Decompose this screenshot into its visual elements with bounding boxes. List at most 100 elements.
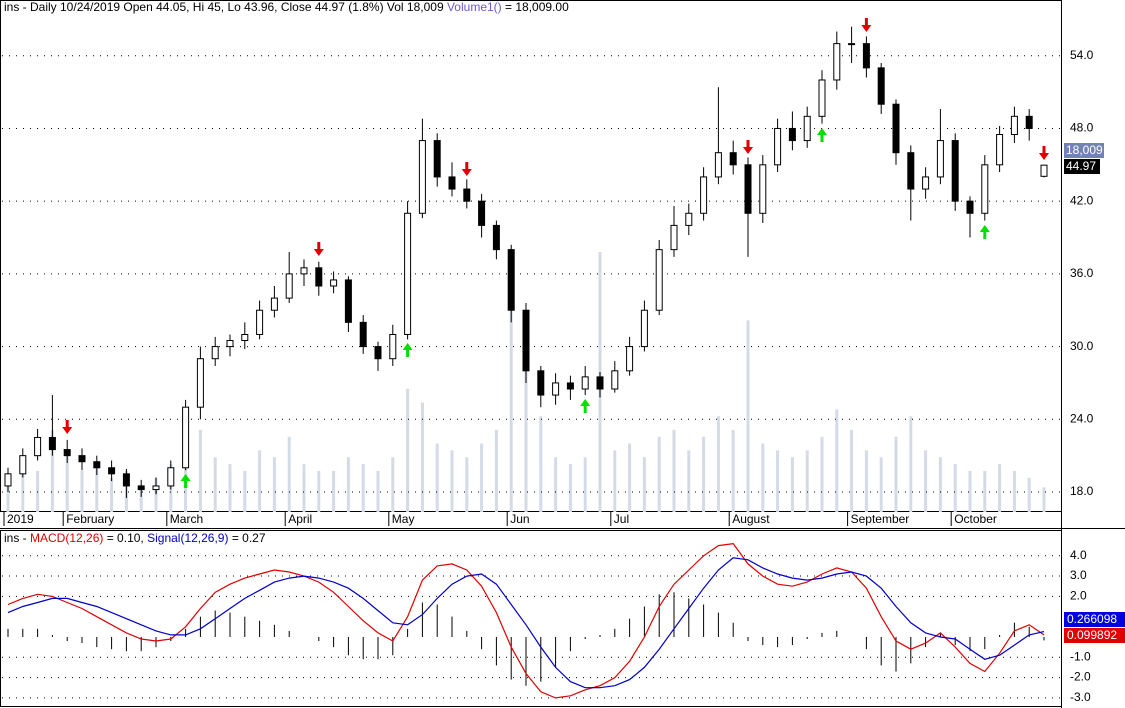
volume-bar xyxy=(65,450,69,512)
series-line xyxy=(7,557,1045,689)
volume-bar xyxy=(583,457,587,512)
candle-body xyxy=(256,309,264,335)
candle-body xyxy=(167,467,175,487)
buy-arrow xyxy=(402,343,413,357)
volume-bar xyxy=(539,416,543,512)
volume-bar xyxy=(272,457,276,512)
candle-body xyxy=(833,43,841,81)
candle-body xyxy=(1025,115,1033,129)
candle-body xyxy=(478,200,486,226)
volume-bar xyxy=(139,484,143,512)
candle-body xyxy=(448,176,456,190)
candle-body xyxy=(122,473,130,487)
signal-tag: 0.266098 xyxy=(1067,612,1117,626)
candle-body xyxy=(389,333,397,360)
volume-bar xyxy=(894,436,898,512)
x-tick-label: September xyxy=(851,512,910,526)
candle-body xyxy=(848,43,856,46)
candle-body xyxy=(226,340,234,348)
x-tick-label: Jun xyxy=(510,512,529,526)
candle-body xyxy=(433,140,441,178)
volume-bar xyxy=(953,464,957,512)
candle-body xyxy=(270,297,278,311)
candle-body xyxy=(108,467,116,475)
candle-body xyxy=(685,212,693,226)
volume-bar xyxy=(317,470,321,512)
volume-bar xyxy=(509,306,513,512)
candle-body xyxy=(492,224,500,251)
x-tick-label: Jul xyxy=(614,512,629,526)
candle-body xyxy=(359,321,367,348)
candle-body xyxy=(581,376,589,390)
volume-bar xyxy=(50,429,54,512)
volume-bar xyxy=(480,443,484,512)
candle-body xyxy=(182,406,190,469)
y-tick-label: 4.0 xyxy=(1070,548,1087,562)
volume-bar xyxy=(36,470,40,512)
legend-macd: MACD(12,26) xyxy=(30,531,103,545)
volume-bar xyxy=(376,470,380,512)
candle-body xyxy=(981,164,989,214)
volume-bar xyxy=(924,450,928,512)
x-tick-label: April xyxy=(288,512,312,526)
x-tick-label: February xyxy=(66,512,114,526)
y-tick-label: 3.0 xyxy=(1070,568,1087,582)
volume-bar xyxy=(332,470,336,512)
candle-body xyxy=(892,103,900,154)
candle-body xyxy=(966,200,974,214)
candle-body xyxy=(374,346,382,360)
volume-bar xyxy=(879,457,883,512)
volume-bar xyxy=(687,450,691,512)
volume-layer xyxy=(6,252,1046,512)
sell-arrow xyxy=(743,140,753,154)
y-tick-label: 24.0 xyxy=(1070,411,1094,425)
sell-arrow xyxy=(62,420,73,434)
close-tag: 44.97 xyxy=(1066,159,1096,173)
volume-bar xyxy=(642,457,646,512)
candle-body xyxy=(1010,115,1018,136)
y-tick-label: 48.0 xyxy=(1070,121,1094,135)
volume-readout: = 18,009.00 xyxy=(505,0,569,14)
signal-arrows xyxy=(62,18,1049,488)
x-tick-label: October xyxy=(954,512,997,526)
x-tick-label: May xyxy=(392,512,415,526)
candle-body xyxy=(714,152,722,178)
y-tick-label: 30.0 xyxy=(1070,339,1094,353)
candle-body xyxy=(803,115,811,142)
volume-bar xyxy=(1042,487,1046,512)
sell-arrow xyxy=(861,18,872,32)
macd-header: ins - MACD(12,26) = 0.10, Signal(12,26,9… xyxy=(4,531,266,545)
volume-bar xyxy=(672,429,676,512)
x-tick-label: August xyxy=(732,512,770,526)
y-tick-label: 42.0 xyxy=(1070,193,1094,207)
volume-bar xyxy=(731,429,735,512)
candle-body xyxy=(285,273,293,299)
candle-body xyxy=(63,449,71,457)
volume-bar xyxy=(154,477,158,512)
candle-body xyxy=(818,79,826,117)
candle-body xyxy=(19,455,27,475)
y-tick-label: 18.0 xyxy=(1070,484,1094,498)
buy-arrow xyxy=(580,399,591,413)
volume-name: Volume1() xyxy=(447,0,502,14)
volume-bar xyxy=(302,464,306,512)
candle-body xyxy=(862,43,870,69)
volume-bar xyxy=(1012,470,1016,512)
price-pane-frame xyxy=(0,0,1062,512)
candle-body xyxy=(93,461,101,469)
x-tick-label: 2019 xyxy=(7,512,34,526)
candle-body xyxy=(330,279,338,287)
volume-tag: 18,009 xyxy=(1066,143,1103,157)
series-line xyxy=(7,542,1045,699)
volume-bar xyxy=(228,464,232,512)
price-title: ins - Daily 10/24/2019 Open 44.05, Hi 45… xyxy=(4,0,444,14)
candle-body xyxy=(507,249,515,311)
signal-tag-box xyxy=(1064,612,1125,627)
candle-body xyxy=(4,473,12,487)
volume-bar xyxy=(761,443,765,512)
candle-body xyxy=(78,455,86,463)
volume-bar xyxy=(494,429,498,512)
volume-bar xyxy=(95,464,99,512)
candle-body xyxy=(241,333,249,342)
volume-bar xyxy=(864,450,868,512)
